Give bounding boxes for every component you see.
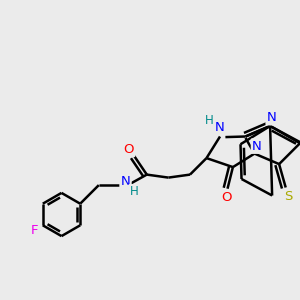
Text: H: H	[205, 114, 214, 128]
Text: N: N	[267, 111, 277, 124]
Text: O: O	[221, 190, 231, 204]
Text: O: O	[124, 143, 134, 156]
Text: N: N	[214, 121, 224, 134]
Text: N: N	[252, 140, 262, 153]
Text: N: N	[121, 175, 130, 188]
Text: H: H	[130, 185, 138, 198]
Text: S: S	[284, 190, 293, 203]
Text: F: F	[31, 224, 38, 237]
